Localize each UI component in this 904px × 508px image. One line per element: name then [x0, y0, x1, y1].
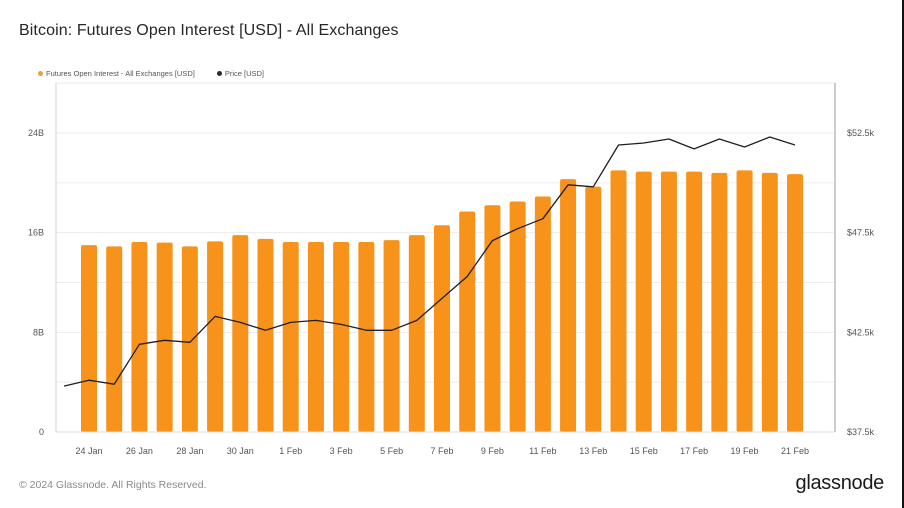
glassnode-logo[interactable]: glassnode	[795, 472, 885, 494]
bar-4-feb[interactable]	[358, 242, 375, 432]
x-tick-label: 21 Feb	[781, 446, 809, 456]
x-axis-labels: 24 Jan 26 Jan 28 Jan 30 Jan 1 Feb 3 Feb 5 Feb 7…	[75, 446, 809, 456]
legend-item-price[interactable]: Price [USD]	[216, 69, 265, 78]
bar-27-jan[interactable]	[156, 242, 173, 432]
chart-legend: Futures Open Interest - All Exchanges [U…	[38, 69, 264, 78]
bar-15-feb[interactable]	[635, 171, 652, 432]
legend-dot-open-interest-icon	[38, 71, 43, 76]
x-tick-label: 5 Feb	[380, 446, 403, 456]
bar-2-feb[interactable]	[307, 242, 324, 432]
y-tick-label: 24B	[28, 128, 44, 138]
bar-13-feb[interactable]	[585, 186, 602, 432]
x-tick-label: 19 Feb	[731, 446, 759, 456]
chart-plot-area: 0 8B 16B 24B $37.5k $42.5k $47.5k $52.5k 24 Ja…	[28, 82, 875, 456]
x-tick-label: 7 Feb	[430, 446, 453, 456]
copyright-text: © 2024 Glassnode. All Rights Reserved.	[19, 479, 207, 491]
bar-10-feb[interactable]	[509, 201, 526, 432]
bar-25-jan[interactable]	[106, 246, 123, 432]
bar-26-jan[interactable]	[131, 242, 148, 432]
bar-1-feb[interactable]	[282, 242, 299, 432]
y-axis-right-labels: $37.5k $42.5k $47.5k $52.5k	[847, 128, 875, 437]
y-axis-left-labels: 0 8B 16B 24B	[28, 128, 44, 437]
axes	[55, 83, 836, 433]
legend-label-open-interest: Futures Open Interest - All Exchanges [U…	[46, 69, 195, 78]
y2-tick-label: $52.5k	[847, 128, 875, 138]
bar-12-feb[interactable]	[560, 179, 577, 432]
x-tick-label: 1 Feb	[279, 446, 302, 456]
y-tick-label: 0	[39, 427, 44, 437]
y-tick-label: 8B	[33, 327, 44, 337]
frame-edge	[902, 0, 904, 508]
bar-14-feb[interactable]	[610, 170, 627, 432]
y2-tick-label: $47.5k	[847, 228, 875, 238]
x-tick-label: 9 Feb	[481, 446, 504, 456]
bar-18-feb[interactable]	[711, 172, 728, 432]
legend-label-price: Price [USD]	[224, 69, 265, 78]
x-tick-label: 3 Feb	[330, 446, 353, 456]
bar-17-feb[interactable]	[686, 171, 703, 432]
bar-31-jan[interactable]	[257, 238, 274, 432]
y2-tick-label: $37.5k	[847, 427, 875, 437]
bar-11-feb[interactable]	[534, 196, 551, 432]
bar-30-jan[interactable]	[232, 235, 249, 432]
bar-19-feb[interactable]	[736, 170, 753, 432]
bar-24-jan[interactable]	[81, 245, 97, 432]
bar-6-feb[interactable]	[408, 235, 425, 432]
bar-29-jan[interactable]	[207, 241, 224, 432]
bar-7-feb[interactable]	[434, 225, 450, 432]
bar-28-jan[interactable]	[181, 246, 198, 432]
x-tick-label: 13 Feb	[579, 446, 607, 456]
y2-tick-label: $42.5k	[847, 327, 875, 337]
bar-20-feb[interactable]	[761, 172, 778, 432]
bar-21-feb[interactable]	[787, 174, 803, 433]
x-tick-label: 26 Jan	[126, 446, 153, 456]
x-tick-label: 24 Jan	[75, 446, 102, 456]
y-tick-label: 16B	[28, 228, 44, 238]
x-tick-label: 11 Feb	[529, 446, 556, 456]
bar-9-feb[interactable]	[484, 205, 501, 432]
x-tick-label: 28 Jan	[176, 446, 203, 456]
x-tick-label: 30 Jan	[227, 446, 254, 456]
bar-16-feb[interactable]	[660, 171, 677, 432]
bar-5-feb[interactable]	[383, 240, 400, 432]
bar-3-feb[interactable]	[333, 242, 350, 432]
bar-series-open-interest	[81, 170, 803, 433]
legend-item-open-interest[interactable]: Futures Open Interest - All Exchanges [U…	[38, 69, 195, 78]
x-tick-label: 15 Feb	[630, 446, 658, 456]
x-tick-label: 17 Feb	[680, 446, 708, 456]
bar-8-feb[interactable]	[459, 211, 476, 432]
line-series-price	[63, 136, 796, 387]
chart-title: Bitcoin: Futures Open Interest [USD] - A…	[19, 22, 399, 39]
legend-dot-price-icon	[216, 71, 222, 76]
